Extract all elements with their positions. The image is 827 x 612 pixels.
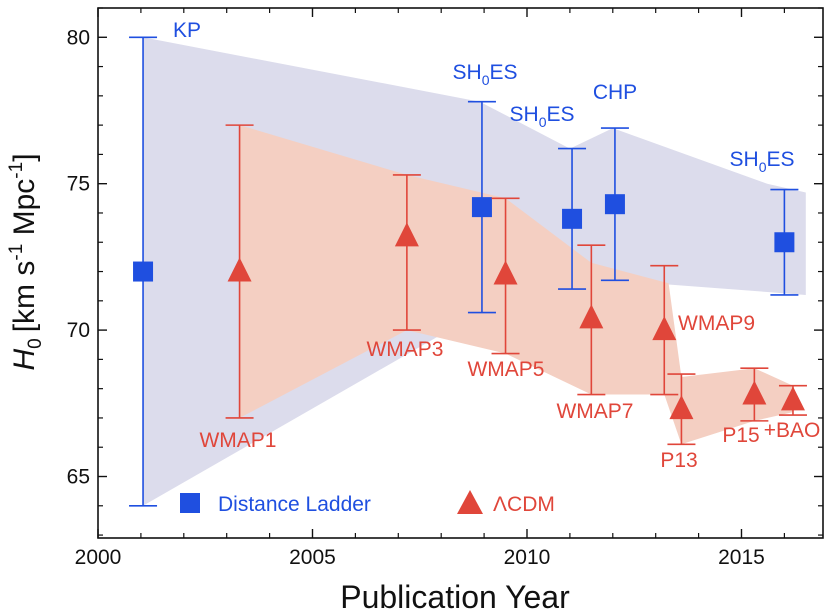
y-axis-unit-c: ] — [8, 153, 41, 161]
marker-triangle — [394, 222, 419, 247]
legend-label-distance-ladder: Distance Ladder — [218, 493, 371, 516]
x-tick-label: 2015 — [718, 546, 765, 569]
y-axis-subscript: 0 — [25, 338, 46, 349]
x-axis-title: Publication Year — [340, 579, 570, 612]
marker-triangle — [493, 260, 518, 285]
marker-triangle — [652, 316, 677, 341]
label-subscript: 0 — [482, 72, 490, 88]
x-tick-label: 2010 — [504, 546, 551, 569]
point-label-lcdm: WMAP9 — [678, 312, 755, 335]
marker-square — [471, 197, 492, 218]
y-tick-label: 65 — [67, 466, 90, 489]
lcdm-band — [239, 125, 794, 445]
marker-square — [774, 232, 795, 253]
y-axis-unit-b: Mpc — [8, 179, 41, 244]
label-subscript: 0 — [759, 159, 767, 175]
label-base: SH — [730, 148, 759, 171]
marker-square — [562, 208, 583, 229]
point-label-lcdm: WMAP1 — [199, 429, 276, 452]
label-tail: ES — [766, 148, 794, 171]
label-tail: ES — [489, 61, 517, 84]
marker-square — [133, 261, 154, 282]
point-label-ladder: KP — [173, 19, 201, 42]
label-base: SH — [510, 103, 539, 126]
legend-marker-square — [180, 493, 200, 513]
series-lcdm — [225, 124, 807, 446]
axis-ticks: 2000 2005 2010 2015 65 70 75 80 — [67, 7, 823, 569]
point-label-lcdm: P13 — [660, 449, 697, 472]
y-axis-symbol: H — [8, 349, 41, 371]
marker-triangle — [227, 257, 252, 282]
marker-triangle — [579, 304, 604, 329]
plot-border — [97, 7, 824, 539]
legend: Distance Ladder ΛCDM — [180, 490, 555, 516]
y-tick-label: 70 — [67, 319, 90, 342]
x-tick-label: 2005 — [289, 546, 336, 569]
point-label-ladder: SH0ES — [453, 61, 518, 88]
label-base: SH — [453, 61, 482, 84]
point-label-ladder: CHP — [593, 81, 637, 104]
point-label-ladder: SH0ES — [510, 103, 575, 130]
marker-triangle — [669, 395, 694, 420]
point-labels: KPSH0ESSH0ESCHPSH0ESWMAP1WMAP3WMAP5WMAP7… — [173, 19, 820, 472]
series-distance-ladder — [129, 36, 799, 507]
label-base: CHP — [593, 81, 637, 104]
x-tick-label: 2000 — [75, 546, 122, 569]
point-label-lcdm: +BAO — [764, 419, 821, 442]
label-subscript: 0 — [539, 114, 547, 130]
point-label-lcdm: WMAP3 — [366, 338, 443, 361]
marker-triangle — [742, 380, 767, 405]
legend-label-lcdm: ΛCDM — [493, 493, 555, 516]
y-axis-unit-a: [km s — [8, 261, 41, 333]
point-label-ladder: SH0ES — [730, 148, 795, 175]
point-label-lcdm: WMAP7 — [556, 400, 633, 423]
y-axis-sup-a: -1 — [6, 244, 27, 261]
marker-triangle — [780, 386, 805, 411]
legend-marker-triangle — [457, 490, 483, 514]
y-axis-title: H0[km s-1 Mpc-1] — [6, 153, 46, 370]
uncertainty-bands — [143, 37, 806, 506]
y-axis-sup-b: -1 — [6, 162, 27, 179]
marker-square — [604, 194, 625, 215]
plot-frame — [97, 7, 824, 539]
y-tick-label: 75 — [67, 173, 90, 196]
point-label-lcdm: P15 — [722, 424, 759, 447]
y-tick-label: 80 — [67, 26, 90, 49]
point-label-lcdm: WMAP5 — [467, 358, 544, 381]
label-base: KP — [173, 19, 201, 42]
label-tail: ES — [546, 103, 574, 126]
